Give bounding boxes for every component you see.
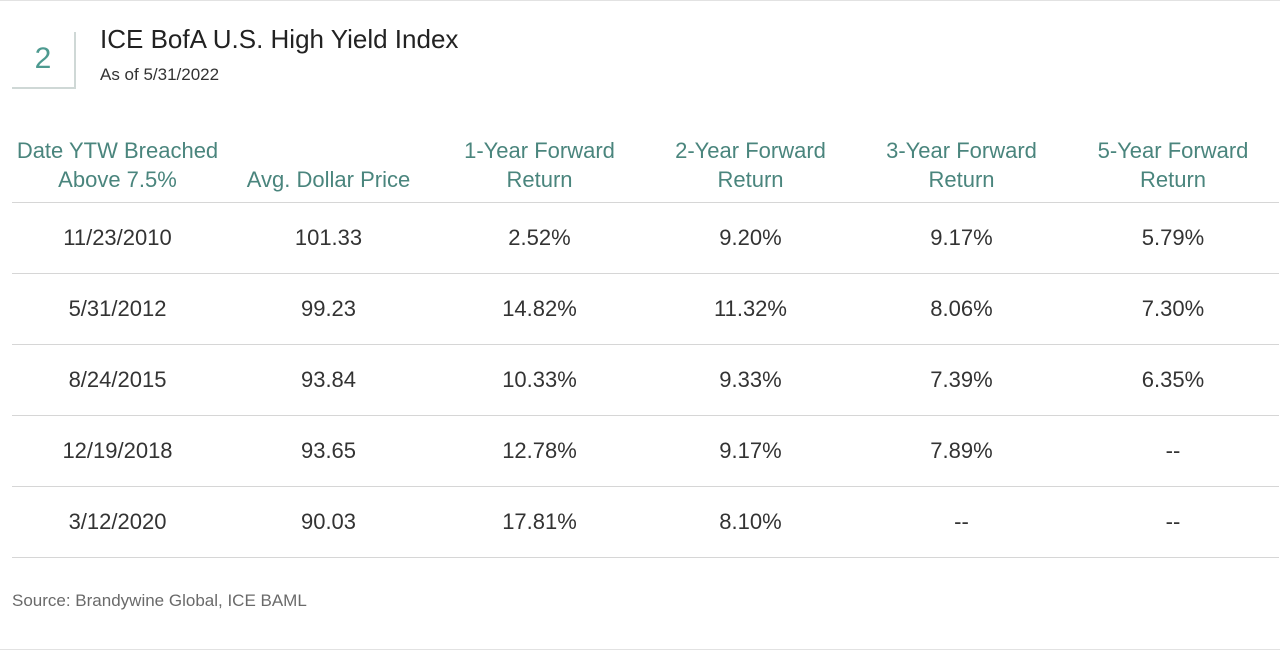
cell-3yr-return: 7.89% [856, 415, 1067, 487]
table-row: 8/24/2015 93.84 10.33% 9.33% 7.39% 6.35% [12, 344, 1279, 416]
header-line: 3-Year Forward [886, 138, 1037, 163]
cell-1yr-return: 12.78% [434, 415, 645, 487]
bottom-divider [0, 649, 1280, 650]
header-3yr-forward-return: 3-Year Forward Return [856, 126, 1067, 203]
cell-2yr-return: 9.33% [645, 344, 856, 416]
cell-2yr-return: 8.10% [645, 486, 856, 558]
header-avg-dollar-price: Avg. Dollar Price [223, 126, 434, 203]
cell-date: 3/12/2020 [12, 486, 223, 558]
cell-2yr-return: 9.20% [645, 202, 856, 274]
cell-avg-price: 90.03 [223, 486, 434, 558]
source-note: Source: Brandywine Global, ICE BAML [12, 591, 307, 610]
cell-date: 11/23/2010 [12, 202, 223, 274]
cell-avg-price: 99.23 [223, 273, 434, 345]
header-line: Return [506, 167, 573, 192]
header-line: Return [1139, 167, 1207, 192]
table-row: 11/23/2010 101.33 2.52% 9.20% 9.17% 5.79… [12, 202, 1279, 274]
cell-5yr-return: -- [1067, 486, 1279, 558]
cell-3yr-return: 7.39% [856, 344, 1067, 416]
header-line: Return [928, 167, 995, 192]
cell-avg-price: 93.65 [223, 415, 434, 487]
figure-number: 2 [34, 42, 52, 75]
figure-title: ICE BofA U.S. High Yield Index [100, 24, 459, 54]
table-row: 5/31/2012 99.23 14.82% 11.32% 8.06% 7.30… [12, 273, 1279, 345]
header-line: Avg. Dollar Price [246, 167, 411, 192]
cell-1yr-return: 17.81% [434, 486, 645, 558]
header-line: 2-Year Forward [675, 138, 826, 163]
header-1yr-forward-return: 1-Year Forward Return [434, 126, 645, 203]
header-line: Date YTW Breached [16, 138, 219, 163]
cell-2yr-return: 11.32% [645, 273, 856, 345]
cell-5yr-return: 5.79% [1067, 202, 1279, 274]
cell-date: 8/24/2015 [12, 344, 223, 416]
header-line: Above 7.5% [58, 167, 177, 192]
header-date-ytw-breached: Date YTW Breached Above 7.5% [12, 126, 223, 203]
cell-avg-price: 101.33 [223, 202, 434, 274]
figure-subtitle: As of 5/31/2022 [100, 65, 220, 84]
badge-horizontal-rule [12, 87, 76, 89]
cell-date: 12/19/2018 [12, 415, 223, 487]
cell-avg-price: 93.84 [223, 344, 434, 416]
table-row: 12/19/2018 93.65 12.78% 9.17% 7.89% -- [12, 415, 1279, 487]
cell-5yr-return: 6.35% [1067, 344, 1279, 416]
header-5yr-forward-return: 5-Year Forward Return [1067, 126, 1279, 203]
cell-3yr-return: 9.17% [856, 202, 1067, 274]
table-header-row: Date YTW Breached Above 7.5% Avg. Dollar… [12, 126, 1279, 203]
cell-5yr-return: -- [1067, 415, 1279, 487]
top-divider [0, 0, 1280, 1]
cell-1yr-return: 14.82% [434, 273, 645, 345]
cell-3yr-return: -- [856, 486, 1067, 558]
cell-1yr-return: 10.33% [434, 344, 645, 416]
returns-table: Date YTW Breached Above 7.5% Avg. Dollar… [12, 126, 1279, 558]
cell-date: 5/31/2012 [12, 273, 223, 345]
header-line: 5-Year Forward [1097, 138, 1249, 163]
header-line: Return [717, 167, 784, 192]
badge-vertical-rule [74, 32, 76, 88]
cell-5yr-return: 7.30% [1067, 273, 1279, 345]
figure-number-badge: 2 [12, 32, 76, 89]
table-row: 3/12/2020 90.03 17.81% 8.10% -- -- [12, 486, 1279, 558]
header-line: 1-Year Forward [464, 138, 615, 163]
header-2yr-forward-return: 2-Year Forward Return [645, 126, 856, 203]
cell-3yr-return: 8.06% [856, 273, 1067, 345]
cell-1yr-return: 2.52% [434, 202, 645, 274]
cell-2yr-return: 9.17% [645, 415, 856, 487]
